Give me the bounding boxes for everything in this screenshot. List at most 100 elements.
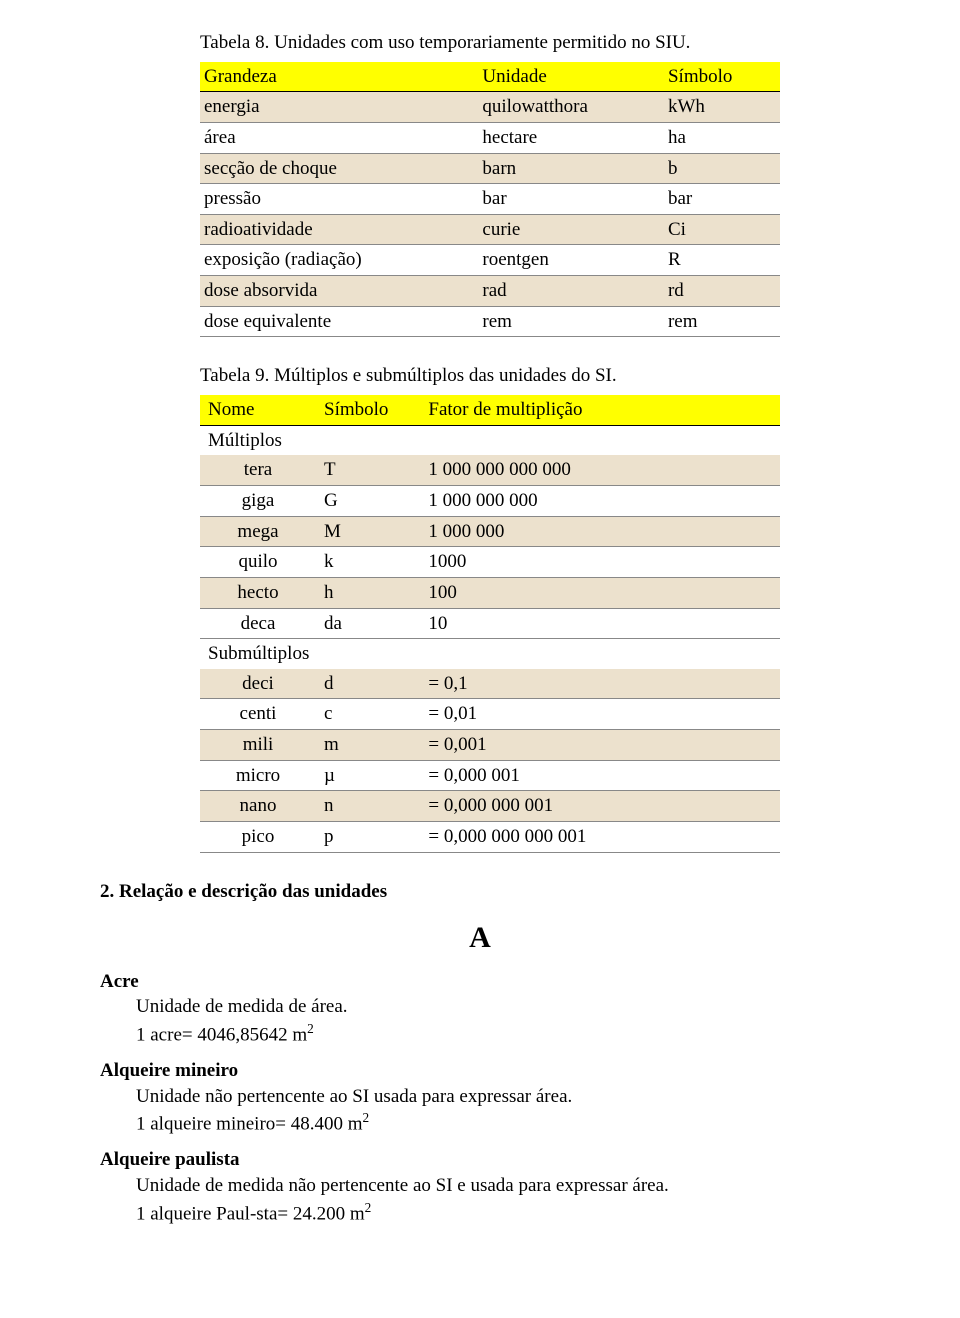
- table9-caption: Tabela 9. Múltiplos e submúltiplos das u…: [200, 363, 780, 389]
- table9-subhead-submultiplos-label: Submúltiplos: [200, 639, 780, 669]
- table-cell: dose equivalente: [200, 306, 478, 337]
- table-row: gigaG1 000 000 000: [200, 485, 780, 516]
- table-row: hectoh100: [200, 577, 780, 608]
- table-cell: 1 000 000 000: [420, 485, 780, 516]
- def-alqmin-2-sup: 2: [363, 1110, 370, 1125]
- table-cell: = 0,000 000 000 001: [420, 822, 780, 853]
- def-acre-2: 1 acre= 4046,85642 m2: [136, 1020, 860, 1048]
- table9-subhead-multiplos-label: Múltiplos: [200, 425, 780, 455]
- table-cell: pico: [200, 822, 316, 853]
- table-cell: exposição (radiação): [200, 245, 478, 276]
- letter-heading: A: [100, 918, 860, 959]
- table-cell: quilowatthora: [478, 92, 664, 123]
- def-alqpau-2: 1 alqueire Paul-sta= 24.200 m2: [136, 1199, 860, 1227]
- table-row: decada10: [200, 608, 780, 639]
- table-cell: c: [316, 699, 420, 730]
- table-cell: rd: [664, 276, 780, 307]
- table-cell: 1 000 000 000 000: [420, 455, 780, 485]
- table-cell: R: [664, 245, 780, 276]
- table-row: dose equivalenteremrem: [200, 306, 780, 337]
- table-row: milim= 0,001: [200, 730, 780, 761]
- term-alqueire-mineiro: Alqueire mineiro: [100, 1058, 860, 1084]
- table8-caption: Tabela 8. Unidades com uso temporariamen…: [200, 30, 780, 56]
- table-cell: quilo: [200, 547, 316, 578]
- table-cell: barn: [478, 153, 664, 184]
- table-cell: roentgen: [478, 245, 664, 276]
- def-alqmin-2-text: 1 alqueire mineiro= 48.400 m: [136, 1114, 363, 1135]
- table-row: centic= 0,01: [200, 699, 780, 730]
- table9: Nome Símbolo Fator de multiplição Múltip…: [200, 395, 780, 853]
- table-row: secção de choquebarnb: [200, 153, 780, 184]
- table-cell: rad: [478, 276, 664, 307]
- def-alqmin-1: Unidade não pertencente ao SI usada para…: [136, 1084, 860, 1110]
- def-alqpau-1: Unidade de medida não pertencente ao SI …: [136, 1173, 860, 1199]
- section-title: 2. Relação e descrição das unidades: [100, 879, 860, 905]
- table8: Grandeza Unidade Símbolo energiaquilowat…: [200, 62, 780, 338]
- table-cell: 100: [420, 577, 780, 608]
- table-row: decid= 0,1: [200, 669, 780, 699]
- table9-h2: Símbolo: [316, 395, 420, 425]
- table-row: nanon= 0,000 000 001: [200, 791, 780, 822]
- table-cell: energia: [200, 92, 478, 123]
- def-acre-2-text: 1 acre= 4046,85642 m: [136, 1024, 307, 1045]
- table-cell: = 0,1: [420, 669, 780, 699]
- table-cell: 1 000 000: [420, 516, 780, 547]
- table-row: energiaquilowatthorakWh: [200, 92, 780, 123]
- table-row: áreahectareha: [200, 122, 780, 153]
- table-cell: M: [316, 516, 420, 547]
- table-cell: G: [316, 485, 420, 516]
- table8-h1: Grandeza: [200, 62, 478, 92]
- table-cell: secção de choque: [200, 153, 478, 184]
- table-row: radioatividadecurieCi: [200, 214, 780, 245]
- table9-subhead-multiplos: Múltiplos: [200, 425, 780, 455]
- table-cell: nano: [200, 791, 316, 822]
- table-cell: b: [664, 153, 780, 184]
- table-row: megaM1 000 000: [200, 516, 780, 547]
- table-cell: k: [316, 547, 420, 578]
- table8-header-row: Grandeza Unidade Símbolo: [200, 62, 780, 92]
- table-row: microµ= 0,000 001: [200, 760, 780, 791]
- table-cell: radioatividade: [200, 214, 478, 245]
- table-row: pressãobarbar: [200, 184, 780, 215]
- def-alqmin-2: 1 alqueire mineiro= 48.400 m2: [136, 1109, 860, 1137]
- table9-h3: Fator de multiplição: [420, 395, 780, 425]
- table-cell: mili: [200, 730, 316, 761]
- table-cell: = 0,01: [420, 699, 780, 730]
- term-alqueire-paulista: Alqueire paulista: [100, 1147, 860, 1173]
- term-acre: Acre: [100, 969, 860, 995]
- table8-h3: Símbolo: [664, 62, 780, 92]
- table-cell: h: [316, 577, 420, 608]
- table-cell: pressão: [200, 184, 478, 215]
- table-cell: deca: [200, 608, 316, 639]
- table-row: picop= 0,000 000 000 001: [200, 822, 780, 853]
- table-cell: ha: [664, 122, 780, 153]
- def-alqpau-2-text: 1 alqueire Paul-sta= 24.200 m: [136, 1203, 365, 1224]
- def-acre-1: Unidade de medida de área.: [136, 994, 860, 1020]
- table-cell: kWh: [664, 92, 780, 123]
- table-cell: Ci: [664, 214, 780, 245]
- table-cell: curie: [478, 214, 664, 245]
- table9-header-row: Nome Símbolo Fator de multiplição: [200, 395, 780, 425]
- table-cell: 1000: [420, 547, 780, 578]
- def-acre-2-sup: 2: [307, 1021, 314, 1036]
- table-row: quilok1000: [200, 547, 780, 578]
- table-cell: giga: [200, 485, 316, 516]
- table-cell: centi: [200, 699, 316, 730]
- table-cell: n: [316, 791, 420, 822]
- table-cell: deci: [200, 669, 316, 699]
- table-cell: tera: [200, 455, 316, 485]
- table9-subhead-submultiplos: Submúltiplos: [200, 639, 780, 669]
- table-cell: p: [316, 822, 420, 853]
- table-cell: = 0,001: [420, 730, 780, 761]
- table-row: teraT1 000 000 000 000: [200, 455, 780, 485]
- table-cell: d: [316, 669, 420, 699]
- table-cell: micro: [200, 760, 316, 791]
- table-cell: = 0,000 000 001: [420, 791, 780, 822]
- table-cell: hecto: [200, 577, 316, 608]
- table-cell: rem: [478, 306, 664, 337]
- table-cell: área: [200, 122, 478, 153]
- table-cell: dose absorvida: [200, 276, 478, 307]
- table-cell: m: [316, 730, 420, 761]
- table-cell: da: [316, 608, 420, 639]
- table8-h2: Unidade: [478, 62, 664, 92]
